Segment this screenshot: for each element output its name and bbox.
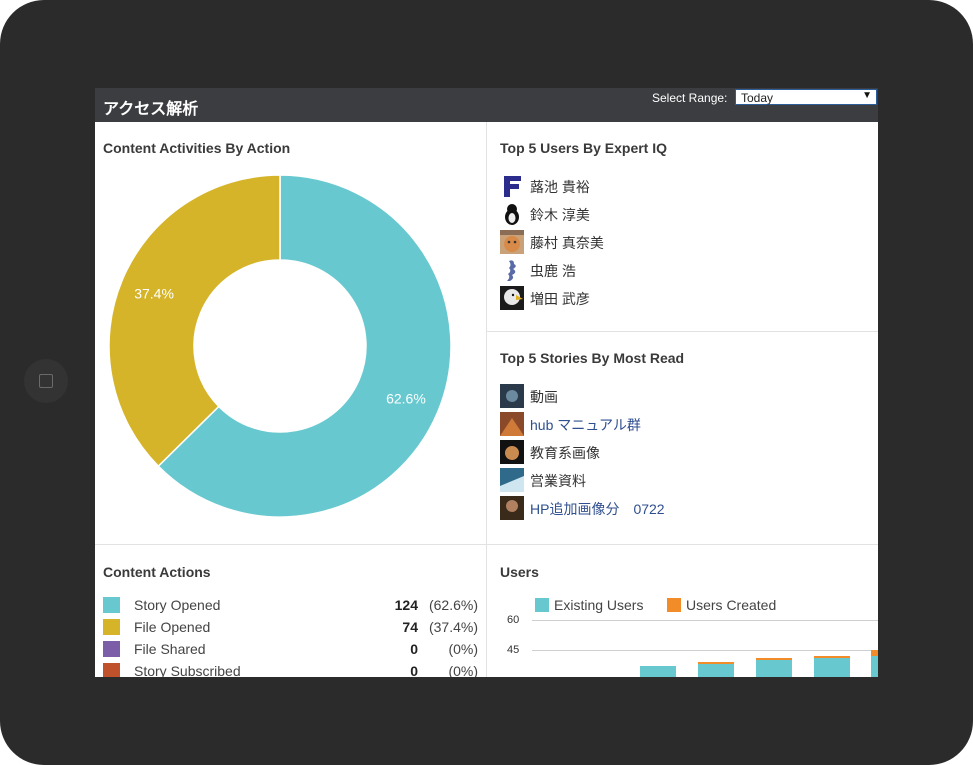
y-tick-label: 45 [507, 644, 520, 656]
bar-existing-users [640, 666, 676, 677]
legend-swatch [103, 597, 120, 613]
story-thumbnail-icon [500, 384, 524, 408]
dropdown-arrow-icon: ▼ [862, 90, 872, 101]
action-label: Story Subscribed [134, 663, 241, 677]
action-percent: (62.6%) [428, 597, 478, 613]
bar-existing-users [814, 658, 850, 677]
eagle-avatar-icon [500, 286, 524, 310]
story-name: 動画 [530, 389, 558, 405]
content-action-row: Story Opened 124 (62.6%) [103, 595, 478, 615]
user-name: 虫鹿 浩 [530, 263, 576, 279]
action-percent: (37.4%) [428, 619, 478, 635]
cat-avatar-icon [500, 230, 524, 254]
legend-label: Users Created [686, 597, 777, 613]
story-name: 営業資料 [530, 473, 586, 489]
bar-existing-users [698, 664, 734, 677]
action-label: File Opened [134, 619, 211, 635]
action-count: 124 [394, 597, 418, 613]
home-square-icon [39, 374, 53, 388]
range-label: Select Range: [652, 91, 728, 105]
bar-users-created [698, 662, 734, 664]
story-row[interactable]: 営業資料 8 [500, 468, 878, 492]
letter-f-avatar-icon [500, 174, 524, 198]
story-thumbnail-icon [500, 412, 524, 436]
section-divider [95, 544, 486, 545]
donut-data-label: 62.6% [386, 391, 426, 407]
action-count: 0 [410, 663, 418, 677]
top-stories-title: Top 5 Stories By Most Read [500, 350, 685, 366]
legend-swatch [535, 598, 549, 612]
penguin-avatar-icon [500, 202, 524, 226]
user-name: 増田 武彦 [530, 291, 590, 307]
legend-swatch [667, 598, 681, 612]
figure-avatar-icon [500, 258, 524, 282]
action-label: Story Opened [134, 597, 221, 613]
gridline [532, 650, 878, 651]
story-name: hub マニュアル群 [530, 417, 641, 433]
legend-swatch [103, 641, 120, 657]
action-count: 74 [402, 619, 418, 635]
donut-slice-story-opened [157, 174, 452, 518]
donut-chart: 62.6% 37.4% [108, 174, 452, 518]
donut-data-label: 37.4% [134, 285, 174, 301]
bar-existing-users [756, 660, 792, 677]
column-divider [486, 122, 487, 677]
screen: アクセス解析 Select Range: Today ▼ Content Act… [95, 88, 878, 677]
bar-users-created [871, 650, 878, 656]
range-select-value: Today [741, 91, 774, 105]
user-name: 藤村 真奈美 [530, 235, 604, 251]
home-button[interactable] [24, 359, 68, 403]
y-tick-label: 60 [507, 614, 520, 626]
section-divider [487, 331, 878, 332]
bar-users-created [756, 658, 792, 660]
legend-swatch [103, 619, 120, 635]
action-percent: (0%) [448, 663, 478, 677]
legend-swatch [103, 663, 120, 677]
story-row[interactable]: 教育系画像 18 [500, 440, 878, 464]
content-action-row: File Opened 74 (37.4%) [103, 617, 478, 637]
action-percent: (0%) [448, 641, 478, 657]
bar-users-created [814, 656, 850, 658]
action-count: 0 [410, 641, 418, 657]
donut-slice-file-opened [108, 174, 281, 468]
users-panel-title: Users [500, 564, 539, 580]
content-action-row: File Shared 0 (0%) [103, 639, 478, 659]
story-row[interactable]: 動画 3 [500, 384, 878, 408]
top-users-title: Top 5 Users By Expert IQ [500, 140, 668, 156]
story-row[interactable]: HP追加画像分 0722 18 [500, 496, 878, 520]
legend-label: Existing Users [554, 597, 644, 613]
story-name: 教育系画像 [530, 445, 600, 461]
action-label: File Shared [134, 641, 206, 657]
content-action-row: Story Subscribed 0 (0%) [103, 661, 478, 677]
story-thumbnail-icon [500, 440, 524, 464]
header-bar: アクセス解析 Select Range: Today ▼ [95, 88, 878, 122]
content-actions-title: Content Actions [103, 564, 211, 580]
section-divider [487, 544, 878, 545]
story-thumbnail-icon [500, 496, 524, 520]
page-title: アクセス解析 [103, 101, 199, 118]
story-name: HP追加画像分 0722 [530, 501, 665, 517]
range-select[interactable]: Today ▼ [735, 89, 877, 105]
story-row[interactable]: hub マニュアル群 8 [500, 412, 878, 436]
bar-existing-users [871, 656, 878, 677]
user-name: 蕗池 貴裕 [530, 179, 590, 195]
users-bar-chart [640, 650, 878, 677]
story-thumbnail-icon [500, 468, 524, 492]
gridline [532, 620, 878, 621]
user-name: 鈴木 淳美 [530, 207, 590, 223]
donut-panel-title: Content Activities By Action [103, 140, 291, 156]
